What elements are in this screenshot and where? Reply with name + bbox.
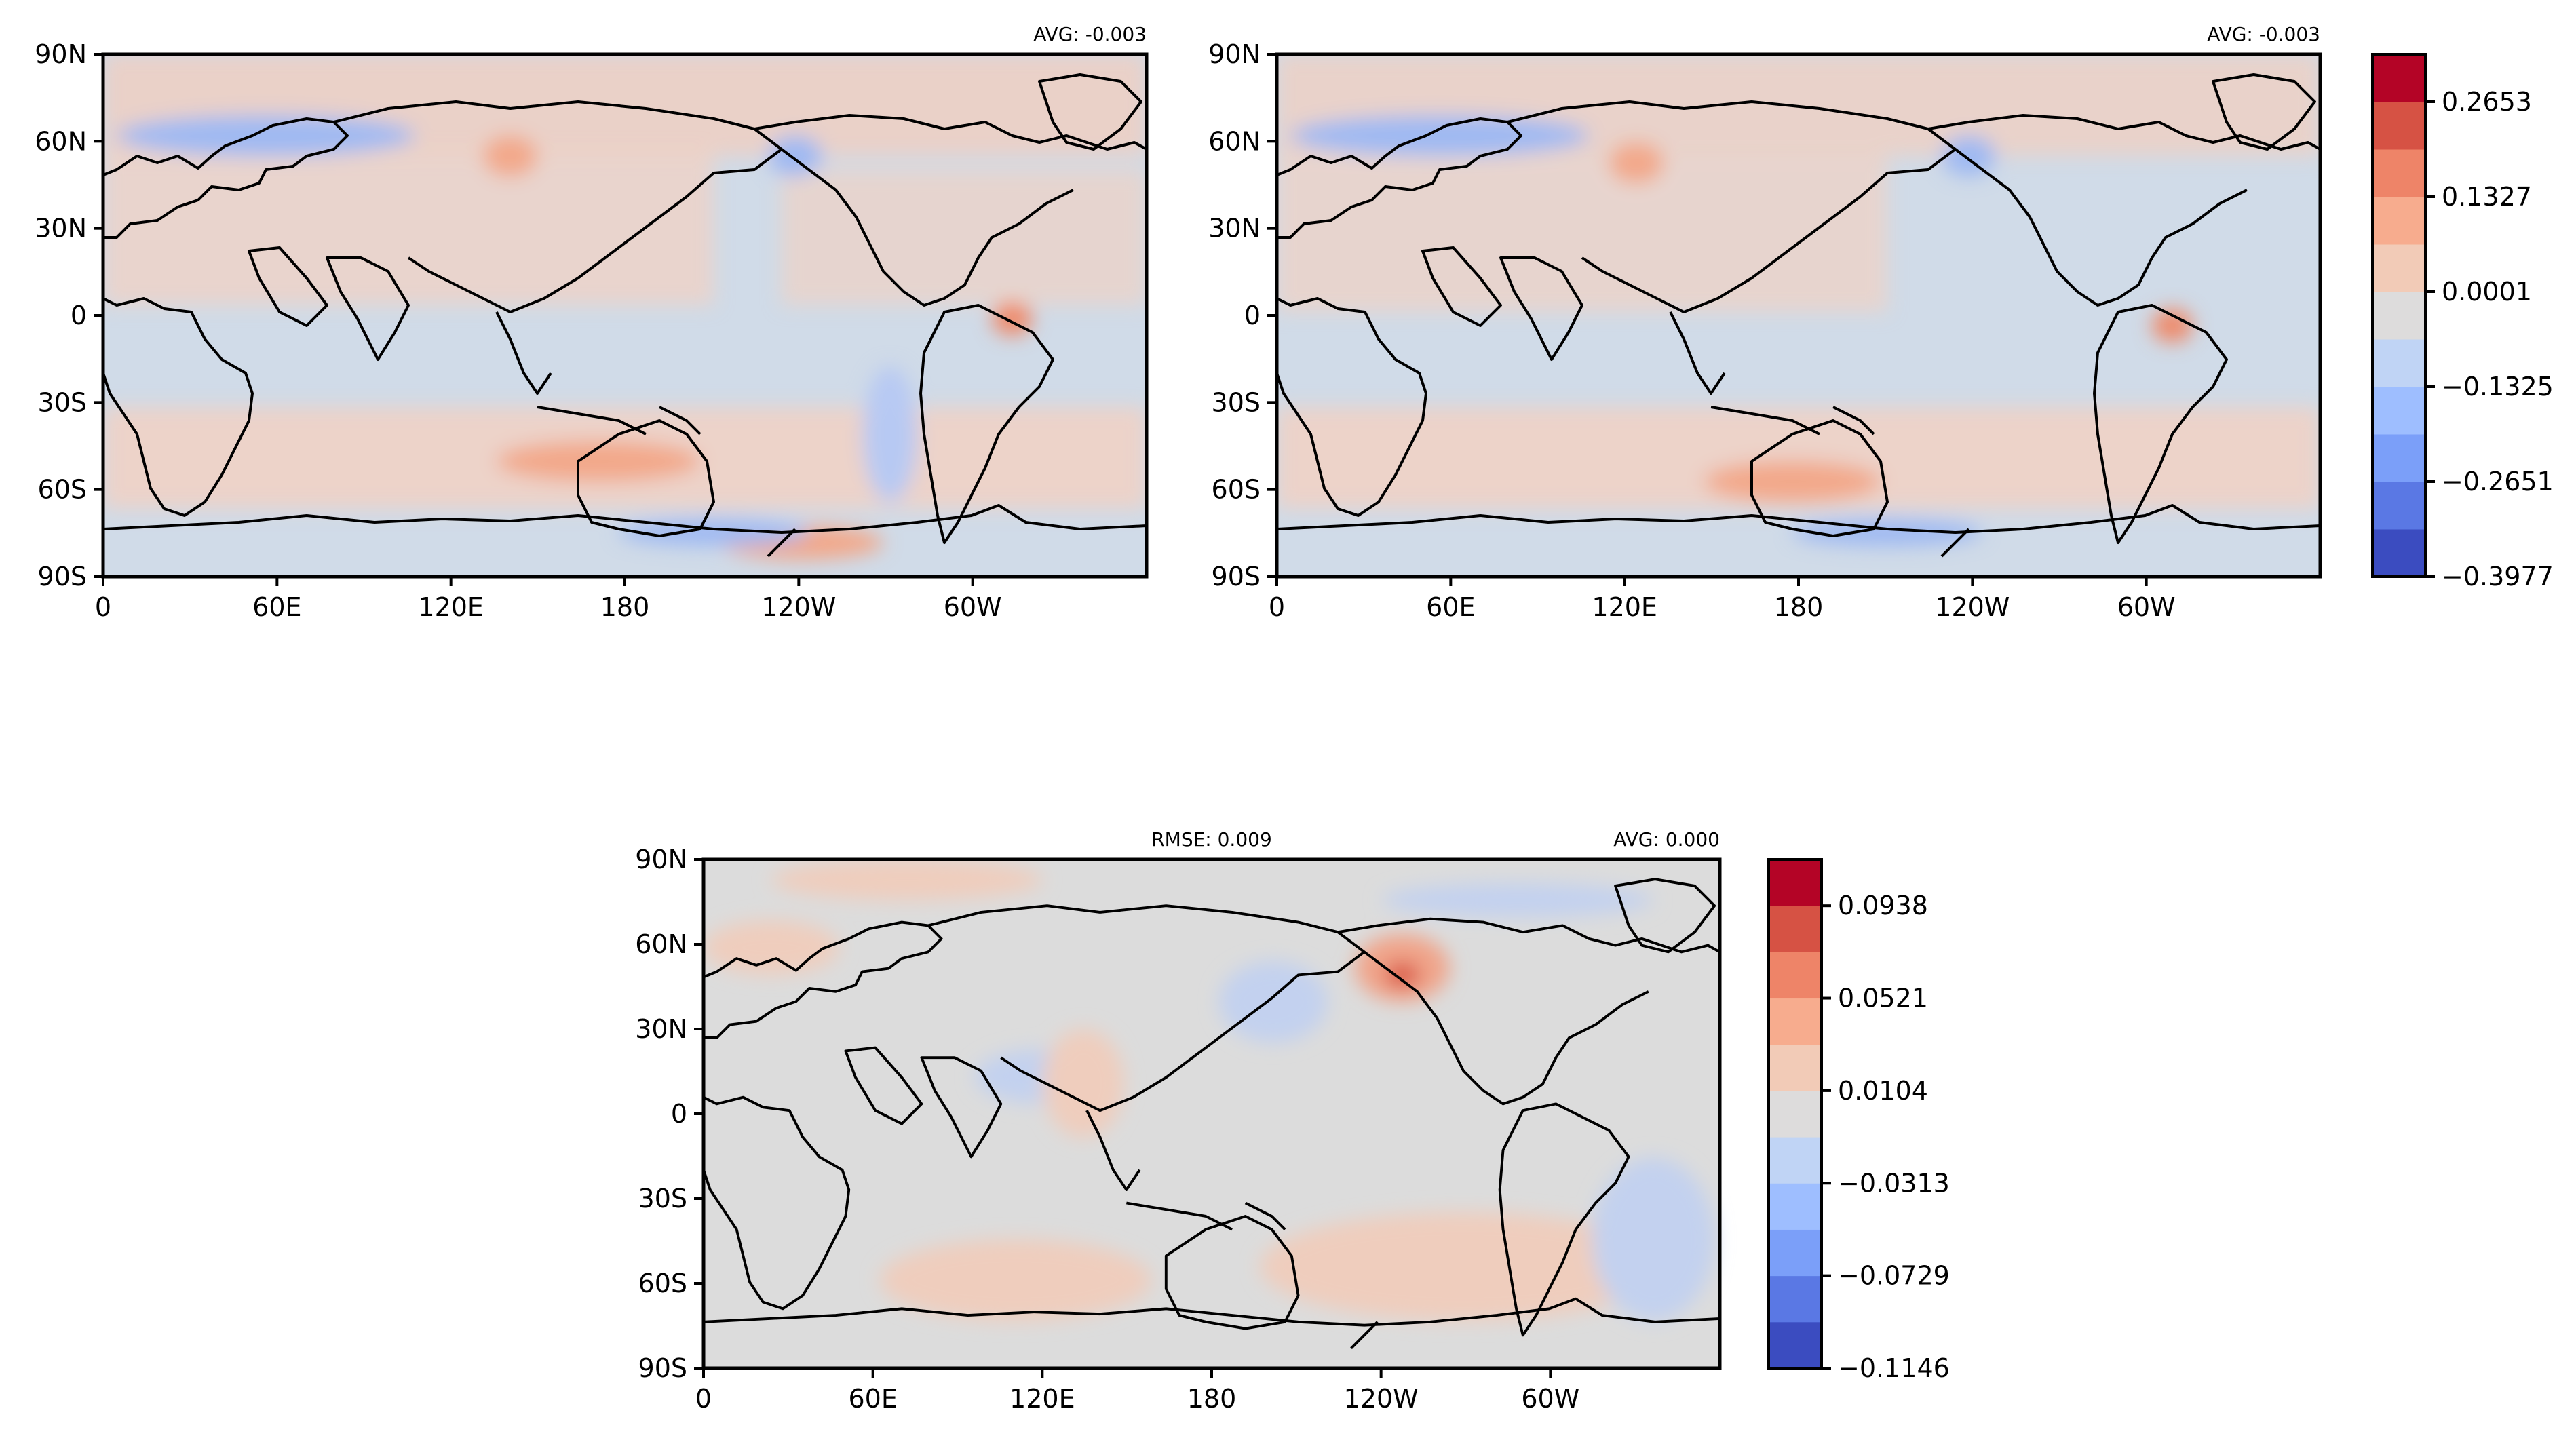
y-tick-label: 0	[71, 300, 87, 330]
y-tick-label: 60N	[1208, 126, 1261, 156]
colorbar-segment	[2372, 102, 2425, 150]
colorbar-segment	[2372, 197, 2425, 245]
colorbar-segment	[1769, 1183, 1822, 1230]
colorbar-segment	[1769, 1321, 1822, 1369]
x-tick-label: 120W	[1935, 592, 2010, 622]
y-tick-label: 30N	[635, 1014, 687, 1044]
y-tick-label: 60S	[1212, 475, 1261, 505]
x-tick-label: 120W	[1344, 1384, 1419, 1414]
y-tick-label: 0	[1244, 300, 1261, 330]
colorbar-tick-label: −0.1325	[2442, 372, 2554, 402]
x-tick-label: 60W	[1521, 1384, 1579, 1414]
bottom-colorbar: 0.0938 0.0521 0.0104 −0.0313 −0.0729 −0.1146	[1767, 858, 1950, 1383]
y-tick-label: 60N	[35, 126, 87, 156]
colorbar-tick-label: −0.0729	[1838, 1261, 1950, 1291]
y-tick-label: 90S	[1212, 562, 1261, 591]
colorbar-segment	[2372, 244, 2425, 292]
y-tick-label: 90S	[638, 1353, 687, 1383]
colorbar-tick-label: −0.0313	[1838, 1168, 1950, 1198]
y-tick-label: 30S	[638, 1184, 687, 1214]
colorbar-segment	[2372, 292, 2425, 340]
x-tick-label: 60E	[1426, 592, 1475, 622]
top-colorbar: 0.2653 0.1327 0.0001 −0.1325 −0.2651 −0.3977	[2371, 53, 2554, 591]
colorbar-segment	[2372, 387, 2425, 435]
axes-bottom: 0 60E 120E 180 120W 60W 90N 60N 30N 0 30S 60S 90S RMS…	[635, 828, 1722, 1414]
colorbar-tick-label: −0.3977	[2442, 562, 2554, 591]
x-tick-label: 60W	[944, 592, 1002, 622]
colorbar-tick-label: 0.0104	[1838, 1076, 1928, 1106]
colorbar-segment	[1769, 998, 1822, 1045]
y-tick-label: 30N	[35, 214, 87, 244]
panel-right-label: AVG: -0.003	[2207, 23, 2320, 45]
colorbar-segment	[1769, 952, 1822, 999]
colorbar-tick-label: −0.2651	[2442, 467, 2554, 497]
colorbar-segment	[2372, 482, 2425, 530]
map-panel-top-left	[103, 54, 1147, 577]
x-tick-label: 180	[1774, 592, 1824, 622]
colorbar-segment	[1769, 1275, 1822, 1323]
x-tick-label: 120E	[1010, 1384, 1075, 1414]
axes-top-left: 0 60E 120E 180 120W 60W 90N 60N 30N 0 30S 60S 90S AVG…	[35, 23, 1149, 622]
panel-right-label: AVG: -0.003	[1033, 23, 1147, 45]
x-tick-label: 120E	[418, 592, 484, 622]
x-tick-label: 0	[95, 592, 111, 622]
colorbar-segment	[2372, 54, 2425, 102]
colorbar-segment	[2372, 434, 2425, 482]
x-tick-label: 60E	[848, 1384, 897, 1414]
x-tick-label: 120E	[1592, 592, 1657, 622]
y-tick-label: 0	[671, 1099, 687, 1129]
x-tick-label: 120W	[761, 592, 836, 622]
y-tick-label: 30N	[1208, 214, 1261, 244]
colorbar-segment	[1769, 1090, 1822, 1138]
axes-top-right: 0 60E 120E 180 120W 60W 90N 60N 30N 0 30S 60S 90S AVG…	[1208, 23, 2322, 622]
y-tick-label: 90N	[35, 39, 87, 69]
colorbar-segment	[1769, 1044, 1822, 1091]
panel-right-label: AVG: 0.000	[1613, 828, 1720, 851]
y-tick-label: 30S	[38, 387, 87, 417]
y-tick-label: 60S	[38, 475, 87, 505]
colorbar-frame	[2371, 53, 2427, 578]
map-panel-bottom	[704, 859, 1720, 1368]
colorbar-segment	[1769, 1229, 1822, 1277]
colorbar-segment	[1769, 1137, 1822, 1184]
colorbar-tick-label: 0.0001	[2442, 277, 2532, 307]
y-tick-label: 60S	[638, 1268, 687, 1298]
y-tick-label: 90S	[38, 562, 87, 591]
y-tick-label: 30S	[1212, 387, 1261, 417]
x-tick-label: 60W	[2117, 592, 2176, 622]
colorbar-segment	[2372, 339, 2425, 387]
colorbar-tick-label: 0.0521	[1838, 984, 1928, 1013]
colorbar-tick-label: −0.1146	[1838, 1353, 1950, 1383]
colorbar-segment	[1769, 906, 1822, 952]
y-tick-label: 60N	[635, 929, 687, 959]
panel-left-label: RMSE: 0.009	[1151, 828, 1272, 851]
x-tick-label: 0	[695, 1384, 712, 1414]
colorbar-tick-label: 0.1327	[2442, 182, 2532, 212]
x-tick-label: 0	[1269, 592, 1285, 622]
colorbar-tick-label: 0.2653	[2442, 87, 2532, 117]
x-tick-label: 180	[600, 592, 650, 622]
x-tick-label: 180	[1187, 1384, 1237, 1414]
colorbar-segment	[2372, 149, 2425, 197]
colorbar-tick-label: 0.0938	[1838, 891, 1928, 920]
y-tick-label: 90N	[1208, 39, 1261, 69]
colorbar-frame	[1767, 858, 1823, 1370]
y-tick-label: 90N	[635, 845, 687, 874]
x-tick-label: 60E	[252, 592, 301, 622]
map-panel-top-right	[1277, 54, 2320, 577]
colorbar-segment	[1769, 859, 1822, 906]
colorbar-segment	[2372, 529, 2425, 577]
